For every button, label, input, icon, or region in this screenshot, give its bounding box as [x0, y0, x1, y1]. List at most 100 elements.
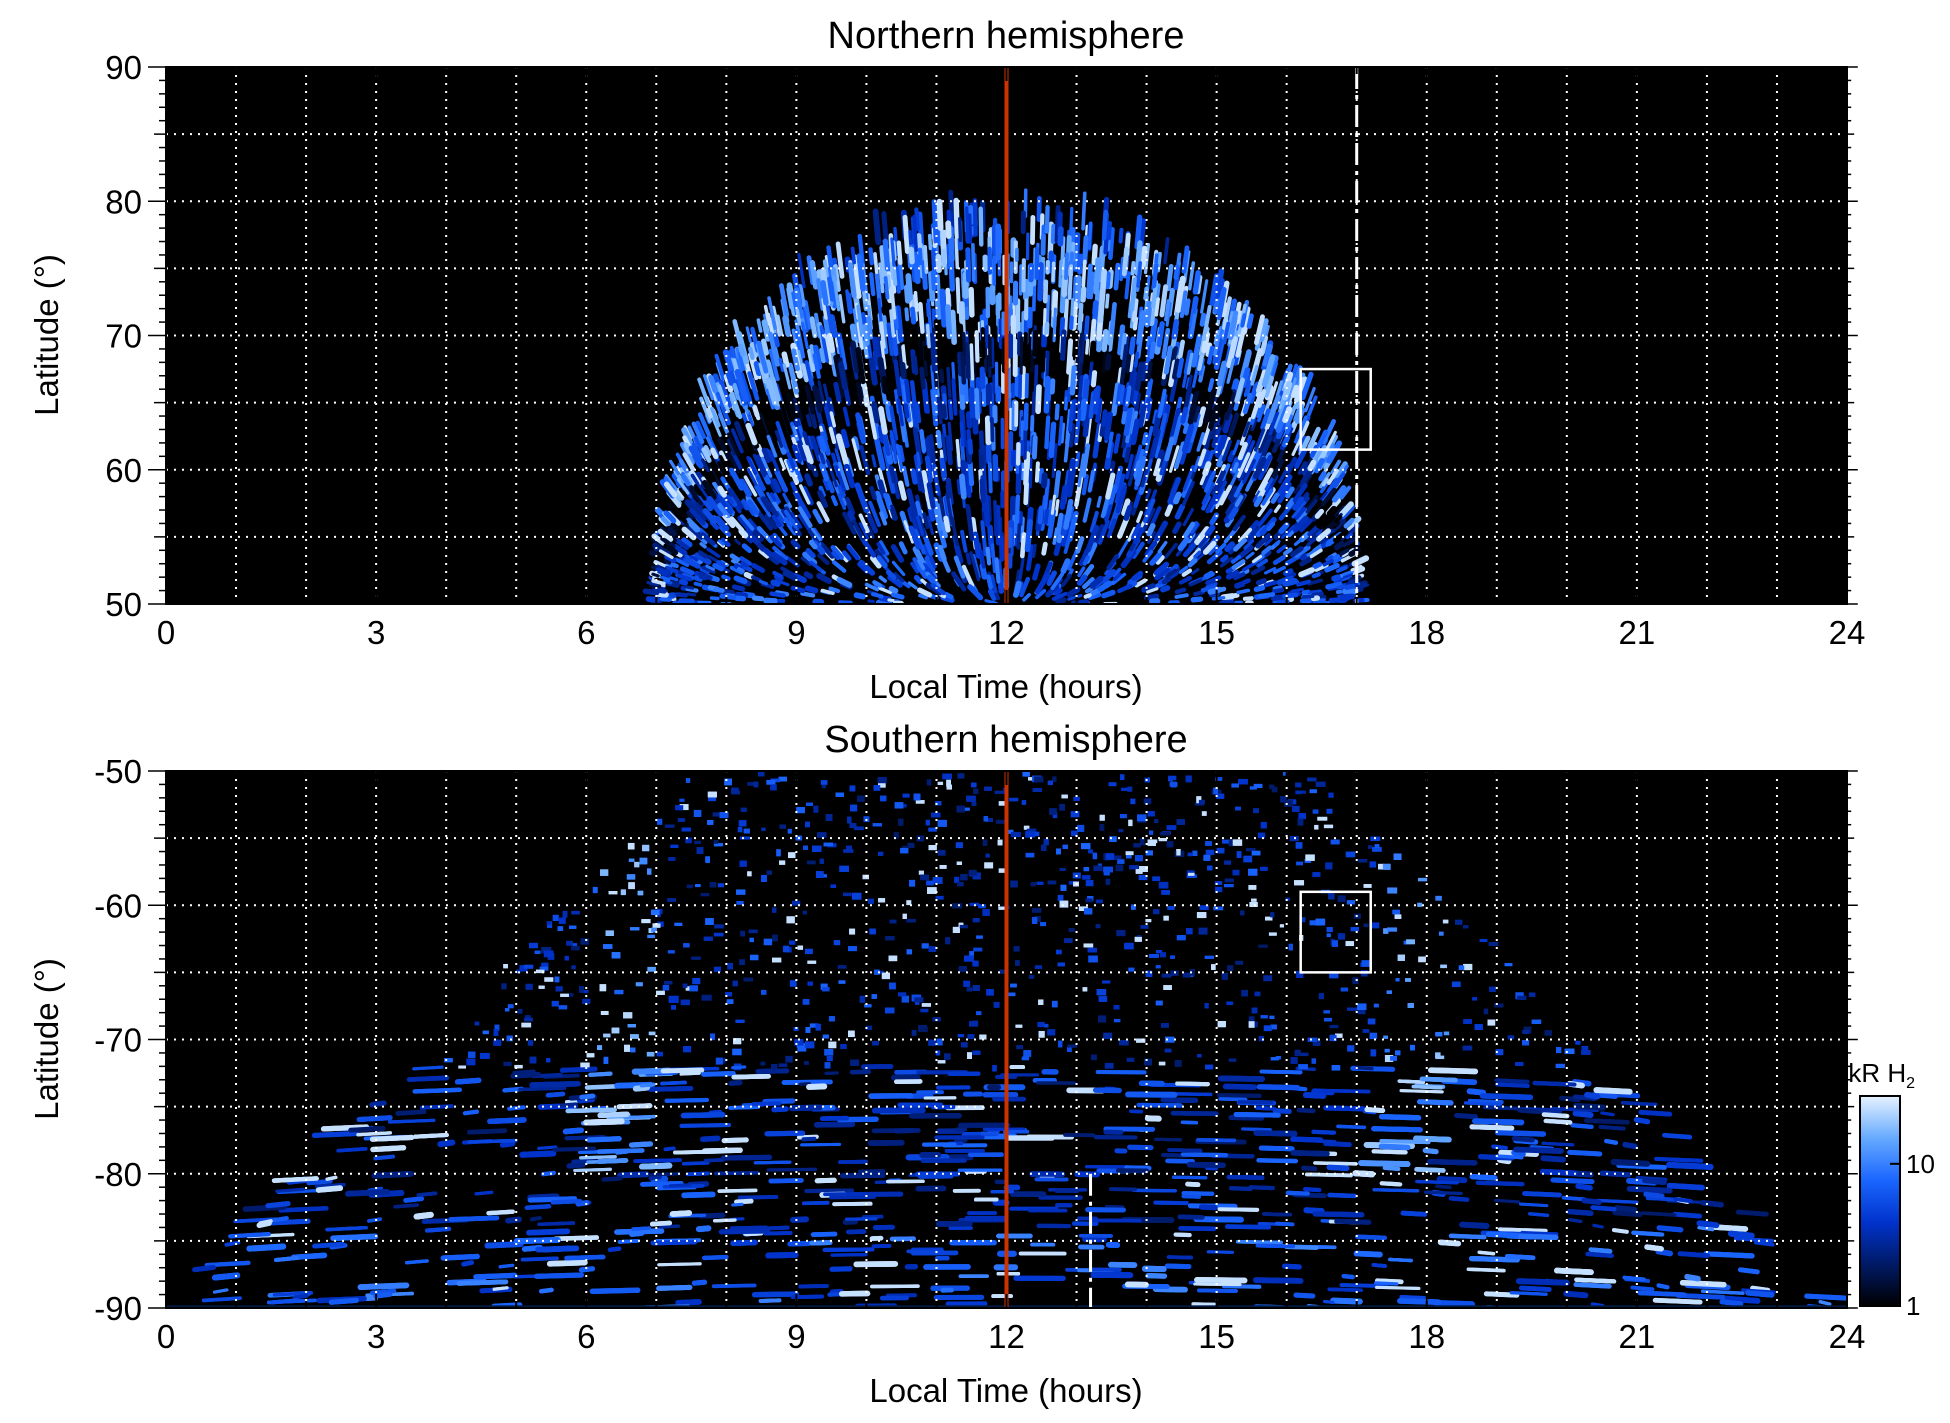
- emission-streak: [902, 214, 910, 254]
- emission-streak: [1182, 508, 1194, 527]
- emission-streak: [756, 443, 765, 458]
- emission-pixel: [840, 1044, 847, 1050]
- emission-streak: [756, 318, 763, 333]
- emission-streak: [1205, 575, 1222, 586]
- emission-streak: [1280, 524, 1296, 540]
- emission-streak: [1201, 305, 1212, 342]
- emission-streak: [766, 434, 778, 458]
- emission-streak: [1151, 429, 1161, 457]
- emission-pixel: [822, 1034, 829, 1039]
- emission-streak: [779, 283, 790, 318]
- emission-streak: [830, 495, 838, 507]
- emission-streak: [1081, 191, 1087, 231]
- emission-streak: [212, 1288, 229, 1294]
- emission-streak: [809, 560, 823, 572]
- emission-streak: [1209, 273, 1220, 307]
- emission-streak: [1106, 431, 1114, 459]
- emission-streak: [1134, 578, 1147, 588]
- emission-streak: [677, 573, 692, 582]
- emission-pixel: [1251, 898, 1257, 902]
- region-box: [1299, 367, 1372, 451]
- emission-pixel: [1228, 1058, 1237, 1062]
- emission-streak: [1121, 344, 1128, 369]
- emission-streak: [797, 335, 806, 359]
- emission-pixel: [1487, 1019, 1496, 1026]
- emission-streak: [1292, 483, 1308, 503]
- emission-streak: [1311, 572, 1321, 579]
- emission-streak: [1092, 422, 1103, 459]
- emission-streak: [1372, 1188, 1420, 1193]
- emission-streak: [1205, 342, 1213, 357]
- emission-streak: [893, 359, 902, 397]
- emission-streak: [1216, 586, 1227, 593]
- emission-streak: [1043, 478, 1050, 513]
- emission-streak: [904, 307, 910, 322]
- emission-streak: [769, 591, 786, 598]
- emission-streak: [1116, 538, 1130, 559]
- emission-pixel: [920, 1008, 929, 1013]
- emission-streak: [846, 544, 860, 561]
- emission-pixel: [1145, 970, 1153, 978]
- emission-streak: [1097, 580, 1113, 592]
- emission-pixel: [994, 790, 1005, 794]
- emission-streak: [879, 321, 886, 349]
- emission-streak: [1236, 544, 1254, 560]
- emission-pixel: [789, 980, 797, 987]
- emission-streak: [699, 542, 707, 549]
- emission-streak: [1119, 256, 1125, 282]
- emission-streak: [1145, 587, 1159, 594]
- emission-streak: [1133, 527, 1145, 545]
- emission-streak: [669, 459, 680, 475]
- emission-streak: [1133, 460, 1142, 478]
- emission-streak: [1246, 526, 1262, 544]
- emission-pixel: [501, 983, 507, 990]
- emission-streak: [725, 370, 734, 386]
- emission-streak: [461, 1260, 474, 1267]
- x-tick-label: 18: [1408, 614, 1445, 651]
- emission-streak: [940, 403, 947, 420]
- emission-streak: [868, 247, 875, 266]
- emission-streak: [1200, 279, 1209, 314]
- emission-streak: [1053, 470, 1061, 499]
- emission-pixel: [603, 1033, 611, 1038]
- emission-streak: [1156, 412, 1168, 446]
- emission-streak: [1339, 593, 1356, 600]
- emission-streak: [1339, 485, 1352, 500]
- emission-pixel: [960, 873, 968, 881]
- emission-streak: [1264, 477, 1274, 491]
- emission-streak: [1144, 344, 1153, 371]
- emission-streak: [922, 512, 930, 529]
- emission-streak: [1341, 569, 1354, 577]
- emission-pixel: [792, 900, 801, 906]
- emission-streak: [1081, 259, 1087, 288]
- emission-streak: [1213, 405, 1222, 423]
- emission-streak: [860, 536, 877, 558]
- emission-streak: [939, 288, 948, 328]
- emission-streak: [1255, 533, 1272, 549]
- emission-streak: [711, 416, 722, 437]
- emission-pixel: [1237, 778, 1248, 785]
- emission-streak: [713, 586, 725, 593]
- emission-streak: [921, 470, 932, 503]
- emission-pixel: [708, 797, 717, 802]
- emission-streak: [748, 346, 755, 361]
- emission-streak: [965, 552, 972, 565]
- emission-streak: [1154, 567, 1171, 581]
- emission-streak: [667, 526, 677, 537]
- emission-streak: [1167, 476, 1182, 505]
- emission-streak: [930, 269, 937, 292]
- emission-streak: [1305, 499, 1318, 514]
- emission-streak: [766, 388, 775, 410]
- emission-pixel: [785, 1055, 793, 1063]
- emission-streak: [1123, 407, 1133, 437]
- emission-streak: [1073, 329, 1080, 359]
- emission-streak: [1288, 363, 1299, 387]
- emission-streak: [904, 378, 911, 404]
- emission-streak: [1183, 349, 1193, 376]
- emission-streak: [733, 575, 748, 584]
- emission-streak: [1255, 378, 1265, 394]
- emission-pixel: [967, 1052, 972, 1059]
- emission-streak: [937, 503, 948, 539]
- x-tick-label: 3: [367, 614, 385, 651]
- emission-streak: [717, 436, 731, 461]
